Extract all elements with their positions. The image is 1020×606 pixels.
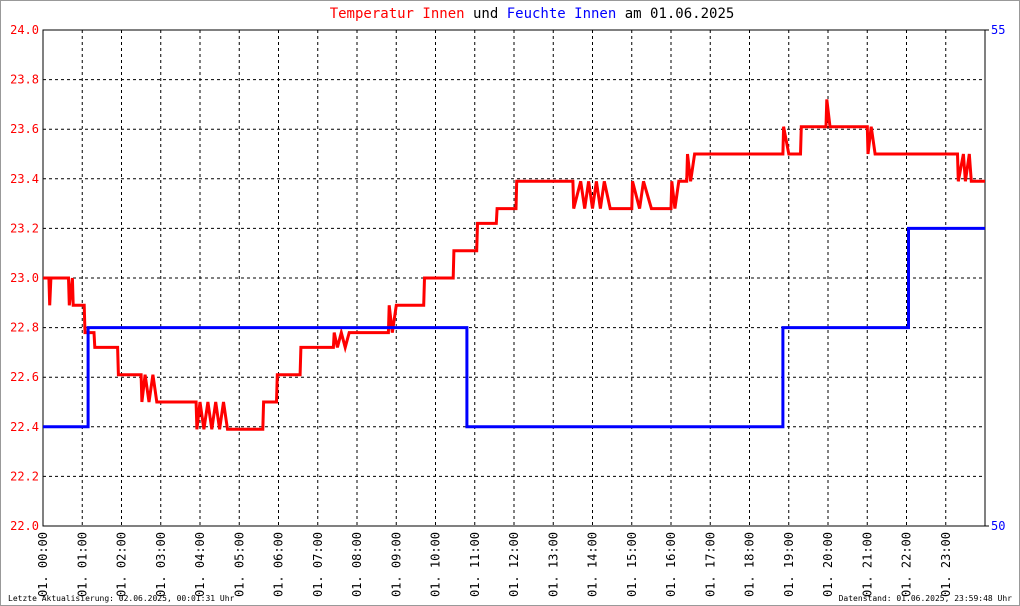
x-tick-label: 01. 19:00 <box>782 532 796 597</box>
data-line <box>43 99 985 431</box>
title-series-2: Feuchte Innen <box>507 6 617 22</box>
footer-left: Letzte Aktualisierung: 02.06.2025, 00:01… <box>8 594 235 603</box>
x-tick-label: 01. 15:00 <box>625 532 639 597</box>
y-tick-label: 22.2 <box>10 469 39 483</box>
footer-right: Datenstand: 01.06.2025, 23:59:48 Uhr <box>839 594 1013 603</box>
data-line <box>43 226 985 429</box>
x-tick-label: 01. 17:00 <box>703 532 717 597</box>
y2-tick-label: 50 <box>991 519 1005 533</box>
x-tick-label: 01. 08:00 <box>350 532 364 597</box>
y-tick-label: 23.0 <box>10 271 39 285</box>
y-tick-label: 23.4 <box>10 172 39 186</box>
x-tick-label: 01. 03:00 <box>154 532 168 597</box>
title-series-1: Temperatur Innen <box>330 6 465 22</box>
y-tick-label: 23.8 <box>10 73 39 87</box>
y2-tick-label: 55 <box>991 23 1005 37</box>
x-tick-label: 01. 05:00 <box>232 532 246 597</box>
x-tick-label: 01. 10:00 <box>429 532 443 597</box>
x-tick-label: 01. 22:00 <box>900 532 914 597</box>
x-tick-label: 01. 13:00 <box>546 532 560 597</box>
x-tick-label: 01. 00:00 <box>36 532 50 597</box>
x-tick-label: 01. 07:00 <box>311 532 325 597</box>
x-tick-label: 01. 20:00 <box>821 532 835 597</box>
x-tick-label: 01. 09:00 <box>389 532 403 597</box>
y-tick-label: 23.2 <box>10 221 39 235</box>
chart-title: Temperatur Innen und Feuchte Innen am 01… <box>330 6 735 22</box>
title-suffix: am 01.06.2025 <box>625 6 735 22</box>
title-connector: und <box>473 6 498 22</box>
x-tick-label: 01. 12:00 <box>507 532 521 597</box>
x-tick-label: 01. 04:00 <box>193 532 207 597</box>
y-tick-label: 23.6 <box>10 122 39 136</box>
x-tick-label: 01. 06:00 <box>272 532 286 597</box>
x-tick-label: 01. 18:00 <box>743 532 757 597</box>
x-tick-label: 01. 14:00 <box>586 532 600 597</box>
y-tick-label: 22.8 <box>10 321 39 335</box>
x-tick-label: 01. 16:00 <box>664 532 678 597</box>
x-tick-label: 01. 02:00 <box>115 532 129 597</box>
y-tick-label: 22.4 <box>10 420 39 434</box>
x-tick-label: 01. 11:00 <box>468 532 482 597</box>
x-tick-label: 01. 01:00 <box>75 532 89 597</box>
y-tick-label: 24.0 <box>10 23 39 37</box>
x-tick-label: 01. 21:00 <box>860 532 874 597</box>
x-tick-label: 01. 23:00 <box>939 532 953 597</box>
y-tick-label: 22.0 <box>10 519 39 533</box>
y-tick-label: 22.6 <box>10 370 39 384</box>
